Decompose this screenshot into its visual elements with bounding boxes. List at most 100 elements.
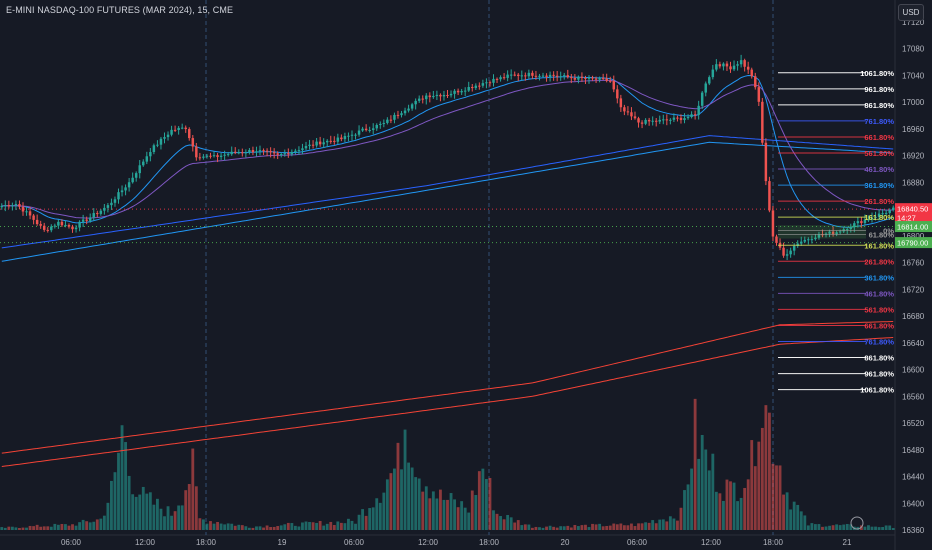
volume-bar bbox=[470, 490, 474, 530]
candle-body bbox=[32, 215, 35, 220]
candle-body bbox=[322, 142, 325, 145]
candle-body bbox=[672, 117, 676, 120]
volume-bar bbox=[247, 527, 251, 530]
candle-body bbox=[343, 136, 347, 140]
price-tag-text: 16840.50 bbox=[897, 205, 928, 214]
candle-body bbox=[754, 76, 757, 88]
candle-body bbox=[212, 155, 216, 157]
fib-level-label: 361.80% bbox=[864, 273, 894, 282]
candle-body bbox=[633, 116, 637, 119]
candle-body bbox=[577, 76, 580, 80]
volume-bar bbox=[311, 522, 315, 530]
fib-level-label: 361.80% bbox=[864, 181, 894, 190]
candle-body bbox=[761, 101, 764, 143]
candle-body bbox=[570, 77, 573, 79]
volume-bar bbox=[53, 523, 57, 530]
volume-bar bbox=[357, 514, 361, 530]
candle-body bbox=[474, 85, 478, 89]
candle-body bbox=[828, 231, 831, 234]
volume-bar bbox=[269, 527, 273, 530]
moving-average-line bbox=[1, 337, 894, 467]
volume-bar bbox=[315, 522, 319, 530]
volume-bar bbox=[509, 517, 513, 530]
volume-bar bbox=[339, 522, 343, 530]
candle-body bbox=[180, 127, 184, 129]
volume-bar bbox=[640, 523, 644, 530]
candle-body bbox=[768, 181, 771, 211]
volume-bar bbox=[601, 526, 605, 530]
volume-bar bbox=[548, 525, 552, 530]
currency-button[interactable]: USD bbox=[898, 4, 924, 21]
volume-bar bbox=[874, 526, 877, 530]
volume-bar bbox=[262, 527, 265, 530]
y-tick-label: 17080 bbox=[902, 45, 925, 54]
y-tick-label: 16920 bbox=[902, 152, 925, 161]
candle-body bbox=[145, 156, 149, 162]
volume-bar bbox=[10, 526, 14, 530]
volume-bar bbox=[792, 501, 796, 530]
volume-bar bbox=[166, 506, 170, 530]
candle-body bbox=[750, 69, 753, 77]
candle-body bbox=[386, 119, 389, 123]
candle-body bbox=[28, 211, 32, 216]
candle-body bbox=[746, 66, 750, 70]
y-tick-label: 16600 bbox=[902, 366, 925, 375]
candle-body bbox=[775, 236, 778, 243]
candle-body bbox=[690, 114, 693, 118]
volume-bar bbox=[152, 504, 156, 530]
candle-body bbox=[11, 205, 14, 207]
volume-bar bbox=[647, 522, 651, 530]
volume-bar bbox=[732, 482, 736, 530]
candle-body bbox=[792, 245, 796, 251]
candle-body bbox=[195, 146, 198, 158]
volume-bar bbox=[3, 527, 7, 530]
candle-body bbox=[563, 75, 566, 77]
candle-body bbox=[478, 85, 481, 87]
candle-body bbox=[432, 95, 435, 98]
candle-body bbox=[205, 155, 209, 157]
candle-body bbox=[46, 229, 49, 231]
volume-bar bbox=[134, 496, 138, 530]
volume-bar bbox=[106, 502, 110, 530]
candle-body bbox=[708, 77, 711, 84]
candle-body bbox=[814, 237, 817, 240]
candle-body bbox=[393, 114, 396, 120]
candle-body bbox=[764, 142, 768, 182]
candle-body bbox=[453, 90, 456, 94]
volume-bar bbox=[117, 452, 120, 530]
candle-body bbox=[428, 95, 432, 98]
candle-body bbox=[545, 75, 548, 77]
volume-bar bbox=[304, 521, 308, 530]
volume-bar bbox=[332, 525, 336, 530]
y-tick-label: 16960 bbox=[902, 125, 925, 134]
volume-bar bbox=[240, 525, 244, 530]
candle-body bbox=[552, 74, 555, 76]
candle-body bbox=[67, 224, 71, 227]
candle-body bbox=[446, 94, 449, 96]
volume-bar bbox=[672, 518, 676, 530]
volume-bar bbox=[88, 522, 92, 530]
ema-line bbox=[1, 79, 894, 219]
candle-body bbox=[601, 77, 605, 79]
candle-body bbox=[149, 152, 152, 157]
volume-bar bbox=[665, 521, 669, 530]
volume-bar bbox=[506, 515, 510, 530]
candle-body bbox=[117, 192, 120, 200]
volume-bar bbox=[580, 525, 584, 530]
candle-body bbox=[555, 75, 559, 77]
candle-body bbox=[531, 72, 534, 76]
volume-bar bbox=[209, 521, 212, 530]
candle-body bbox=[587, 77, 591, 79]
candle-body bbox=[237, 152, 241, 154]
candle-body bbox=[244, 152, 248, 154]
volume-bar bbox=[223, 524, 227, 530]
candle-body bbox=[226, 154, 230, 156]
volume-bar bbox=[205, 523, 209, 530]
volume-bar bbox=[156, 498, 159, 530]
volume-bar bbox=[393, 468, 396, 530]
candle-body bbox=[96, 213, 99, 215]
volume-bar bbox=[251, 527, 255, 530]
volume-bar bbox=[439, 489, 442, 530]
